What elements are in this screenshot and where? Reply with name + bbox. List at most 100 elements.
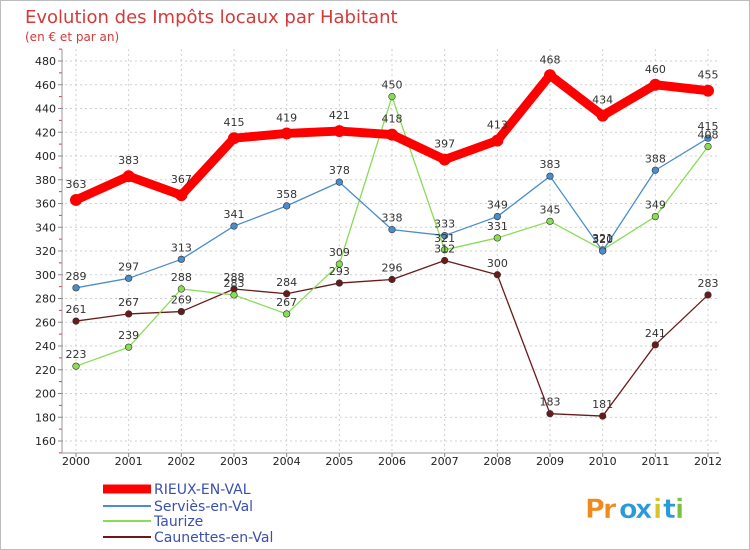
data-point [283,202,291,210]
data-label: 419 [276,111,297,124]
data-label: 415 [224,116,245,129]
data-point [335,178,343,186]
data-label: 321 [434,232,455,245]
data-label: 349 [645,199,666,212]
data-label: 288 [224,271,245,284]
data-point [177,285,185,293]
data-label: 341 [224,208,245,221]
x-tick-label: 2003 [220,455,248,468]
data-labels: 363 383 367 415 419 421 418 397 413 468 434 460 455 2… [66,53,719,411]
data-label: 284 [276,276,297,289]
x-tick-label: 2011 [641,455,669,468]
data-point [125,274,133,282]
data-label: 418 [382,113,403,126]
data-point [441,256,449,265]
data-label: 345 [540,203,561,216]
y-tick-label: 200 [35,388,56,401]
x-tick-label: 2012 [694,455,722,468]
data-label: 297 [118,260,139,273]
data-label: 300 [487,257,508,270]
x-tick-label: 2006 [378,455,406,468]
x-tick-label: 2000 [62,455,90,468]
y-tick-label: 440 [35,103,56,116]
data-label: 313 [171,241,192,254]
x-tick-label: 2002 [167,455,195,468]
data-label: 320 [592,233,613,246]
logo-letter: P [585,494,605,525]
x-tick-label: 2010 [589,455,617,468]
data-label: 378 [329,164,350,177]
data-label: 363 [66,178,87,191]
data-label: 283 [224,277,245,290]
data-point [333,125,346,138]
data-point [493,234,501,242]
data-point [335,260,343,268]
data-point [70,193,82,206]
data-point [651,212,659,221]
y-tick-label: 300 [35,269,56,282]
data-point [493,271,501,279]
data-label: 388 [645,152,666,165]
data-point [704,134,712,142]
x-tick-label: 2008 [483,455,511,468]
proxiti-logo: Pr ox i t i [585,494,685,526]
data-label: 460 [645,63,666,76]
logo-letter: t [663,494,676,525]
logo-letter: x [635,494,652,525]
data-point [228,132,240,145]
data-label: 288 [171,271,192,284]
data-label: 434 [592,94,613,107]
data-point [546,217,554,225]
x-tick-label: 2001 [115,455,143,468]
data-point [649,78,662,91]
data-point [72,362,80,370]
data-label: 223 [66,348,87,361]
chart-title: Evolution des Impôts locaux par Habitant [25,7,398,28]
y-tick-label: 480 [35,55,56,68]
data-label: 358 [276,188,297,201]
data-label: 349 [487,199,508,212]
y-tick-label: 380 [35,174,56,187]
data-label: 383 [118,154,139,167]
data-label: 293 [329,265,350,278]
data-point [280,127,293,140]
data-label: 309 [329,246,350,259]
data-label: 261 [66,303,87,316]
data-label: 367 [171,173,192,186]
data-point [283,310,291,318]
logo-letter: r [603,494,617,525]
data-point [388,226,396,234]
data-point [72,317,80,325]
data-point [125,310,133,318]
data-label: 267 [276,296,297,309]
data-point [702,84,714,97]
data-point [283,290,291,298]
y-tick-label: 420 [35,126,56,139]
data-point [177,255,185,263]
data-point [704,291,712,299]
data-label: 296 [382,262,403,275]
data-label: 321 [592,232,613,245]
data-point [230,291,238,299]
data-point [546,410,554,418]
data-point [441,231,449,240]
data-point [335,279,343,287]
data-label: 267 [118,296,139,309]
y-tick-label: 280 [35,293,56,306]
data-label: 415 [698,120,719,133]
legend-entry: Taurize [153,514,203,530]
legend-entry: Serviès-en-Val [154,499,253,515]
data-point [125,343,133,351]
data-point [599,247,607,255]
y-tick-label: 240 [35,340,56,353]
data-label: 289 [66,270,87,283]
data-label: 331 [487,220,508,233]
x-tick-label: 2009 [536,455,564,468]
data-point [72,284,80,292]
data-point [386,128,398,141]
data-label: 269 [171,294,192,307]
data-point [544,69,556,82]
series-lines [70,69,714,420]
